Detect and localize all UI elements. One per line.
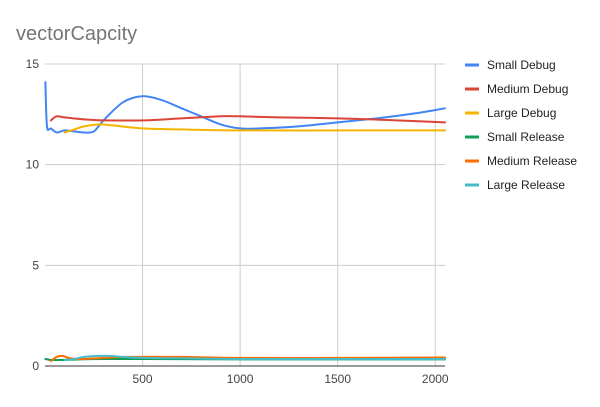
series-line-large-debug: [63, 123, 446, 134]
x-tick-label: 500: [133, 372, 153, 386]
x-tick-label: 1000: [227, 372, 254, 386]
y-tick-label: 0: [32, 359, 39, 373]
legend-label-medium-release: Medium Release: [487, 154, 577, 168]
x-tick-label: 2000: [422, 372, 449, 386]
legend: Small Debug Medium Debug Large Debug Small …: [465, 58, 577, 192]
x-tick-label: 1500: [324, 372, 351, 386]
axes: 0 5 10 15 500 1000 1500 2000: [26, 57, 449, 386]
series-line-small-debug: [44, 81, 446, 134]
y-tick-label: 5: [32, 258, 39, 272]
legend-label-small-debug: Small Debug: [487, 58, 556, 72]
y-tick-label: 10: [26, 158, 40, 172]
series-line-large-release: [63, 354, 446, 361]
legend-label-large-debug: Large Debug: [487, 106, 556, 120]
series-line-medium-debug: [49, 115, 446, 124]
legend-label-large-release: Large Release: [487, 178, 565, 192]
legend-label-small-release: Small Release: [487, 130, 565, 144]
legend-label-medium-debug: Medium Debug: [487, 82, 568, 96]
gridlines: [45, 63, 445, 366]
series-lines: [44, 81, 446, 362]
y-tick-label: 15: [26, 57, 40, 71]
chart-title: vectorCapcity: [16, 23, 137, 45]
